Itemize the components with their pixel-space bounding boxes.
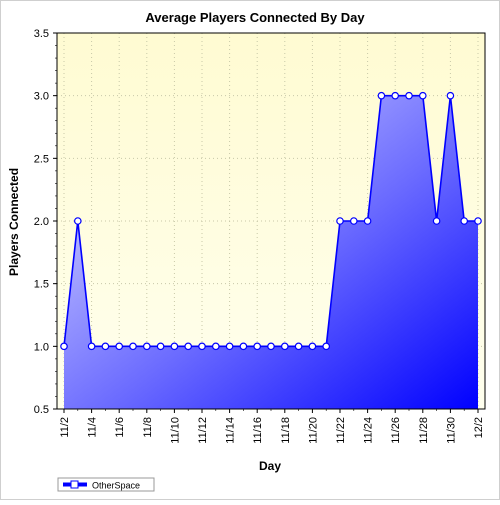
x-tick-label: 11/10 bbox=[169, 417, 181, 444]
data-point bbox=[156, 342, 165, 351]
y-tick-label: 2.5 bbox=[34, 153, 49, 165]
data-point bbox=[418, 91, 427, 100]
data-point bbox=[267, 342, 275, 351]
x-tick-label: 12/2 bbox=[473, 417, 485, 438]
data-point bbox=[253, 342, 262, 351]
x-tick-label: 11/6 bbox=[114, 417, 126, 438]
series-markers bbox=[60, 91, 482, 351]
data-point bbox=[198, 342, 206, 351]
y-axis-ticks: 0.5 1.0 1.5 2.0 2.5 3.0 3.5 bbox=[34, 28, 57, 416]
data-point bbox=[474, 217, 482, 225]
data-point bbox=[225, 342, 234, 351]
x-axis-label: Day bbox=[259, 459, 281, 473]
legend-box bbox=[57, 477, 155, 492]
data-point bbox=[212, 342, 220, 351]
data-point bbox=[460, 217, 469, 225]
y-tick-label: 1.0 bbox=[34, 341, 49, 353]
x-axis-ticks: 11/2 11/4 11/6 11/8 11/10 11/12 11/14 11/16 11/1… bbox=[59, 409, 485, 444]
data-point bbox=[101, 342, 110, 351]
data-point bbox=[336, 217, 344, 225]
data-point bbox=[129, 342, 137, 351]
series-area-otherspace bbox=[64, 95, 478, 410]
data-point bbox=[308, 342, 317, 351]
x-tick-label: 11/14 bbox=[225, 417, 237, 444]
y-tick-label: 2.0 bbox=[34, 216, 49, 228]
data-point bbox=[170, 342, 179, 351]
x-tick-label: 11/24 bbox=[363, 417, 375, 444]
legend: OtherSpace bbox=[57, 477, 155, 492]
data-point bbox=[184, 342, 193, 351]
x-tick-label: 11/12 bbox=[197, 417, 209, 444]
data-point bbox=[74, 217, 82, 225]
data-point bbox=[363, 217, 372, 225]
data-point bbox=[349, 217, 358, 225]
data-point bbox=[391, 91, 400, 100]
x-tick-label: 11/28 bbox=[418, 417, 430, 444]
legend-marker bbox=[70, 480, 79, 489]
x-tick-label: 11/30 bbox=[445, 417, 457, 444]
y-axis-label: Players Connected bbox=[7, 168, 21, 276]
data-point bbox=[294, 342, 303, 351]
data-point bbox=[239, 342, 248, 351]
x-tick-label: 11/22 bbox=[335, 417, 347, 444]
data-point bbox=[115, 342, 124, 351]
x-tick-label: 11/8 bbox=[142, 417, 154, 438]
x-tick-label: 11/26 bbox=[390, 417, 402, 444]
y-tick-label: 1.5 bbox=[34, 279, 49, 291]
data-point bbox=[446, 91, 455, 100]
x-tick-label: 11/18 bbox=[280, 417, 292, 444]
y-tick-label: 3.0 bbox=[34, 91, 49, 103]
x-tick-label: 11/4 bbox=[87, 417, 99, 438]
data-point bbox=[322, 342, 331, 351]
y-tick-label: 3.5 bbox=[34, 28, 49, 40]
data-point bbox=[60, 342, 68, 351]
x-tick-label: 11/16 bbox=[252, 417, 264, 444]
x-tick-label: 11/20 bbox=[307, 417, 319, 444]
data-point bbox=[143, 342, 151, 351]
data-point bbox=[405, 91, 413, 100]
data-point bbox=[377, 91, 386, 100]
data-point bbox=[280, 342, 289, 351]
data-point bbox=[432, 217, 441, 225]
x-tick-label: 11/2 bbox=[59, 417, 71, 438]
chart-title: Average Players Connected By Day bbox=[145, 10, 365, 25]
data-point bbox=[87, 342, 96, 351]
legend-label-otherspace: OtherSpace bbox=[92, 481, 140, 491]
y-tick-label: 0.5 bbox=[34, 404, 49, 416]
